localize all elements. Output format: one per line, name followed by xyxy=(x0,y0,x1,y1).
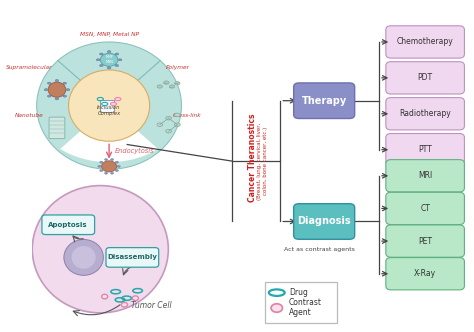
Ellipse shape xyxy=(166,117,172,120)
Ellipse shape xyxy=(271,304,283,312)
Ellipse shape xyxy=(118,59,122,61)
Text: Contrast
Agent: Contrast Agent xyxy=(289,298,322,317)
Ellipse shape xyxy=(63,95,66,97)
FancyBboxPatch shape xyxy=(49,117,65,139)
Ellipse shape xyxy=(105,159,108,161)
Ellipse shape xyxy=(100,161,103,163)
Ellipse shape xyxy=(175,82,180,85)
Ellipse shape xyxy=(107,67,111,69)
FancyBboxPatch shape xyxy=(265,282,337,323)
Ellipse shape xyxy=(101,161,117,172)
Ellipse shape xyxy=(55,80,59,82)
Text: Therapy: Therapy xyxy=(301,96,347,106)
Ellipse shape xyxy=(69,70,150,141)
Ellipse shape xyxy=(115,170,118,172)
Text: CT: CT xyxy=(420,204,430,213)
Ellipse shape xyxy=(98,165,101,167)
Text: Radiotherapy: Radiotherapy xyxy=(399,109,451,118)
Text: Disassembly: Disassembly xyxy=(107,254,157,260)
Ellipse shape xyxy=(132,296,138,300)
Ellipse shape xyxy=(66,89,70,91)
Ellipse shape xyxy=(115,161,118,163)
Ellipse shape xyxy=(115,53,118,55)
Text: X-Ray: X-Ray xyxy=(414,269,436,278)
Wedge shape xyxy=(60,93,158,162)
FancyBboxPatch shape xyxy=(42,215,95,234)
Ellipse shape xyxy=(63,82,66,84)
Ellipse shape xyxy=(100,53,103,55)
Ellipse shape xyxy=(121,302,128,307)
Ellipse shape xyxy=(100,170,103,172)
FancyBboxPatch shape xyxy=(294,204,355,239)
Ellipse shape xyxy=(110,172,114,174)
Text: Inclusion
Complex: Inclusion Complex xyxy=(97,105,121,116)
Ellipse shape xyxy=(32,186,168,313)
Text: MNP
MSN: MNP MSN xyxy=(105,55,113,64)
Ellipse shape xyxy=(110,102,117,106)
Ellipse shape xyxy=(96,59,100,61)
Text: Cancer Theranostics: Cancer Theranostics xyxy=(248,114,257,202)
Text: Supramolecular: Supramolecular xyxy=(6,65,53,70)
Ellipse shape xyxy=(115,98,121,101)
Text: PDT: PDT xyxy=(418,73,433,82)
Ellipse shape xyxy=(100,64,103,66)
Ellipse shape xyxy=(117,165,120,167)
Ellipse shape xyxy=(115,64,118,66)
Ellipse shape xyxy=(69,70,150,141)
Text: PTT: PTT xyxy=(418,145,432,154)
FancyBboxPatch shape xyxy=(294,83,355,119)
FancyBboxPatch shape xyxy=(386,160,465,192)
Ellipse shape xyxy=(72,246,96,269)
Text: MRI: MRI xyxy=(418,171,432,180)
Ellipse shape xyxy=(105,172,108,174)
Text: Apoptosis: Apoptosis xyxy=(48,222,88,228)
FancyBboxPatch shape xyxy=(386,26,465,58)
FancyBboxPatch shape xyxy=(106,248,159,267)
FancyBboxPatch shape xyxy=(386,62,465,94)
Text: Endocytosis: Endocytosis xyxy=(114,148,154,154)
Text: Tumor Cell: Tumor Cell xyxy=(131,301,172,310)
FancyBboxPatch shape xyxy=(386,192,465,224)
FancyBboxPatch shape xyxy=(100,101,114,112)
Text: Nanotube: Nanotube xyxy=(15,113,44,118)
Ellipse shape xyxy=(269,290,285,296)
Ellipse shape xyxy=(55,98,59,100)
Ellipse shape xyxy=(169,85,175,88)
Ellipse shape xyxy=(47,82,51,84)
Ellipse shape xyxy=(64,239,103,275)
Ellipse shape xyxy=(101,294,108,299)
Text: Polymer: Polymer xyxy=(165,65,190,70)
Text: Diagnosis: Diagnosis xyxy=(297,216,351,226)
Text: (Breast, lung, cervical, liver,
colon, bone cancer, etc.): (Breast, lung, cervical, liver, colon, b… xyxy=(257,123,268,200)
Ellipse shape xyxy=(47,95,51,97)
Text: MSN, MNP, Metal NP: MSN, MNP, Metal NP xyxy=(80,32,138,37)
Ellipse shape xyxy=(48,82,66,97)
Text: Cross-link: Cross-link xyxy=(173,113,201,118)
Ellipse shape xyxy=(164,81,169,84)
FancyBboxPatch shape xyxy=(386,225,465,257)
Ellipse shape xyxy=(166,129,172,133)
Text: Act as contrast agents: Act as contrast agents xyxy=(284,247,355,252)
FancyBboxPatch shape xyxy=(386,98,465,130)
Ellipse shape xyxy=(36,42,182,169)
Ellipse shape xyxy=(107,51,111,52)
Text: Drug: Drug xyxy=(289,288,308,297)
Ellipse shape xyxy=(44,89,48,91)
Ellipse shape xyxy=(174,113,180,117)
FancyBboxPatch shape xyxy=(386,258,465,290)
Ellipse shape xyxy=(110,159,114,161)
Text: PET: PET xyxy=(418,237,432,246)
Ellipse shape xyxy=(157,123,163,126)
Ellipse shape xyxy=(100,53,118,66)
Ellipse shape xyxy=(157,85,163,88)
Text: Chemotherapy: Chemotherapy xyxy=(397,38,454,46)
FancyBboxPatch shape xyxy=(386,133,465,166)
Ellipse shape xyxy=(174,123,180,126)
